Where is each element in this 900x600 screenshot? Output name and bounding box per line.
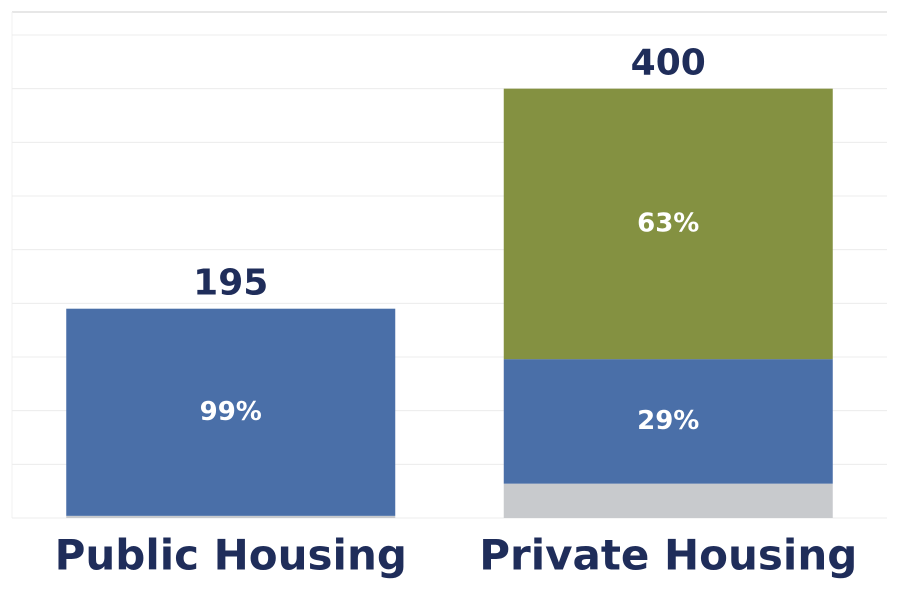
segment-label: 99% <box>200 397 262 427</box>
bar-segment <box>66 515 396 518</box>
bar-segment <box>503 359 833 484</box>
bar-segment <box>503 483 833 518</box>
x-tick-label: Private Housing <box>479 531 857 580</box>
total-label: 400 <box>631 43 706 84</box>
segment-label: 29% <box>637 406 699 436</box>
bar-segment <box>503 88 833 360</box>
x-tick-label: Public Housing <box>55 531 407 580</box>
bar-segment <box>66 308 396 516</box>
total-label: 195 <box>193 263 268 304</box>
segment-label: 63% <box>637 208 699 238</box>
